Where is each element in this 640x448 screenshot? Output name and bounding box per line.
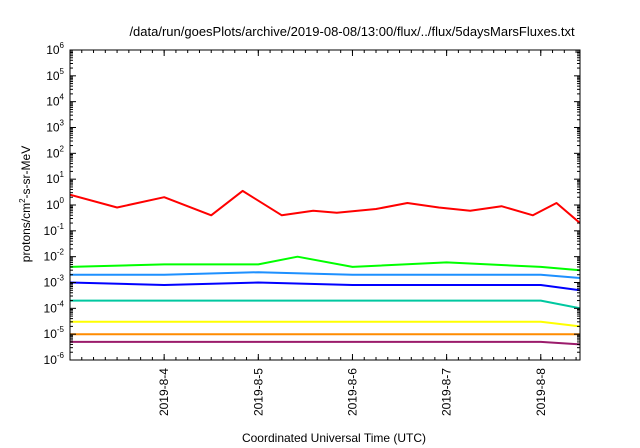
y-tick-base: 10	[44, 276, 58, 290]
y-tick-base: 10	[44, 327, 58, 341]
y-tick-label: 104	[46, 93, 64, 109]
y-tick-label: 106	[46, 41, 64, 57]
series-line-2	[70, 255, 580, 272]
y-axis-label-sup: 2	[18, 198, 27, 203]
y-tick-label: 105	[46, 67, 64, 83]
series-line-3	[70, 271, 580, 279]
x-tick-label: 2019-8-7	[440, 368, 454, 416]
y-axis-label-suffix: -s-sr-MeV	[19, 146, 33, 199]
x-tick-label: 2019-8-6	[345, 368, 359, 416]
y-tick-label: 101	[46, 170, 64, 186]
y-tick-exponent: -1	[57, 222, 65, 231]
y-axis-label: protons/cm2-s-sr-MeV	[18, 146, 33, 262]
y-tick-exponent: 3	[60, 119, 65, 128]
y-tick-label: 10-3	[44, 274, 65, 290]
y-tick-exponent: 5	[60, 67, 65, 76]
y-tick-base: 10	[44, 224, 58, 238]
y-tick-exponent: -4	[57, 299, 65, 308]
y-tick-label: 100	[46, 196, 64, 212]
series-line-4	[70, 281, 580, 292]
y-tick-label: 10-5	[44, 325, 65, 341]
series-group	[70, 189, 580, 346]
y-tick-label: 10-2	[44, 248, 65, 264]
y-tick-exponent: -6	[57, 351, 65, 360]
y-tick-base: 10	[44, 301, 58, 315]
y-tick-base: 10	[46, 146, 60, 160]
y-axis-label-prefix: protons/cm	[19, 203, 33, 262]
series-line-1	[70, 189, 580, 224]
x-tick-label: 2019-8-5	[251, 368, 265, 416]
series-line-5	[70, 299, 580, 310]
plot-area: 10-610-510-410-310-210-11001011021031041…	[44, 41, 581, 416]
y-tick-base: 10	[44, 353, 58, 367]
y-tick-base: 10	[46, 69, 60, 83]
y-tick-base: 10	[46, 43, 60, 57]
y-tick-exponent: 1	[60, 170, 65, 179]
y-tick-label: 103	[46, 119, 64, 135]
x-tick-label: 2019-8-8	[534, 368, 548, 416]
y-tick-label: 10-4	[44, 299, 65, 315]
y-tick-exponent: -2	[57, 248, 65, 257]
y-tick-exponent: 0	[60, 196, 65, 205]
y-tick-label: 102	[46, 144, 64, 160]
y-tick-label: 10-1	[44, 222, 65, 238]
y-tick-base: 10	[46, 198, 60, 212]
y-tick-base: 10	[46, 172, 60, 186]
y-tick-exponent: 2	[60, 144, 65, 153]
series-line-6	[70, 320, 580, 328]
y-tick-exponent: -3	[57, 274, 65, 283]
x-tick-label: 2019-8-4	[157, 368, 171, 416]
y-tick-exponent: 6	[60, 41, 65, 50]
y-tick-base: 10	[46, 95, 60, 109]
plot-frame	[69, 49, 581, 361]
y-tick-label: 10-6	[44, 351, 65, 367]
x-axis-label: Coordinated Universal Time (UTC)	[242, 431, 426, 445]
y-tick-exponent: 4	[60, 93, 65, 102]
series-line-8	[70, 340, 580, 346]
chart-title: /data/run/goesPlots/archive/2019-08-08/1…	[129, 24, 575, 39]
y-tick-base: 10	[44, 250, 58, 264]
y-tick-exponent: -5	[57, 325, 65, 334]
y-tick-base: 10	[46, 121, 60, 135]
